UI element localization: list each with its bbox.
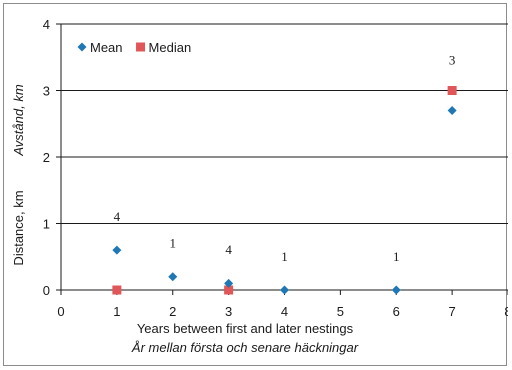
x-tick-label-0: 0 [57, 304, 64, 319]
y-tick-label-4: 4 [43, 17, 50, 32]
x-tick-label-5: 5 [337, 304, 344, 319]
y-axis-title-secondary: Avstånd, km [11, 84, 26, 156]
mean-point-3 [280, 285, 289, 295]
x-tick-label-7: 7 [449, 304, 456, 319]
x-axis-title-secondary: År mellan första och senare häckningar [131, 340, 359, 355]
sample-size-label-5: 3 [449, 53, 456, 68]
y-tick-label-0: 0 [43, 283, 50, 298]
x-tick-label-8: 8 [504, 304, 508, 319]
y-tick-labels: 0 1 2 3 4 [43, 17, 50, 298]
sample-size-label-1: 1 [170, 235, 177, 250]
data-points [112, 86, 457, 295]
median-point-0 [112, 285, 122, 295]
mean-point-1 [168, 272, 178, 282]
sample-size-label-4: 1 [393, 249, 400, 264]
legend-item-mean-marker [77, 42, 87, 52]
x-tick-label-6: 6 [393, 304, 400, 319]
scatter-chart: 0 1 2 3 4 0 1 2 3 4 5 6 7 8 4 1 4 1 1 3 Mean Median Years … [11, 17, 508, 355]
grid-lines [61, 23, 508, 224]
mean-point-4 [391, 285, 401, 295]
chart-frame: 0 1 2 3 4 0 1 2 3 4 5 6 7 8 4 1 4 1 1 3 Mean Median Years … [3, 3, 508, 366]
legend-item-mean-label: Mean [90, 40, 123, 55]
legend: Mean Median [77, 40, 192, 55]
x-axis-title: Years between first and later nestings [137, 321, 354, 336]
x-tick-label-4: 4 [281, 304, 288, 319]
sample-size-labels: 4 1 4 1 1 3 [114, 53, 456, 264]
sample-size-label-3: 1 [281, 249, 288, 264]
median-point-1 [224, 285, 234, 295]
legend-item-median-marker [136, 42, 146, 52]
x-tick-label-1: 1 [113, 304, 120, 319]
x-tick-labels: 0 1 2 3 4 5 6 7 8 [57, 304, 508, 319]
x-tick-label-3: 3 [225, 304, 232, 319]
mean-point-2 [224, 278, 234, 288]
y-tick-label-1: 1 [43, 217, 50, 232]
mean-point-0 [112, 245, 122, 255]
median-point-2 [447, 86, 457, 95]
y-tick-label-3: 3 [43, 84, 50, 99]
sample-size-label-0: 4 [114, 209, 121, 224]
legend-item-median-label: Median [149, 40, 192, 55]
mean-point-5 [447, 105, 457, 115]
x-tick-label-2: 2 [169, 304, 176, 319]
y-axis-title: Distance, km [11, 190, 26, 265]
sample-size-label-2: 4 [225, 242, 232, 257]
y-tick-label-2: 2 [43, 150, 50, 165]
